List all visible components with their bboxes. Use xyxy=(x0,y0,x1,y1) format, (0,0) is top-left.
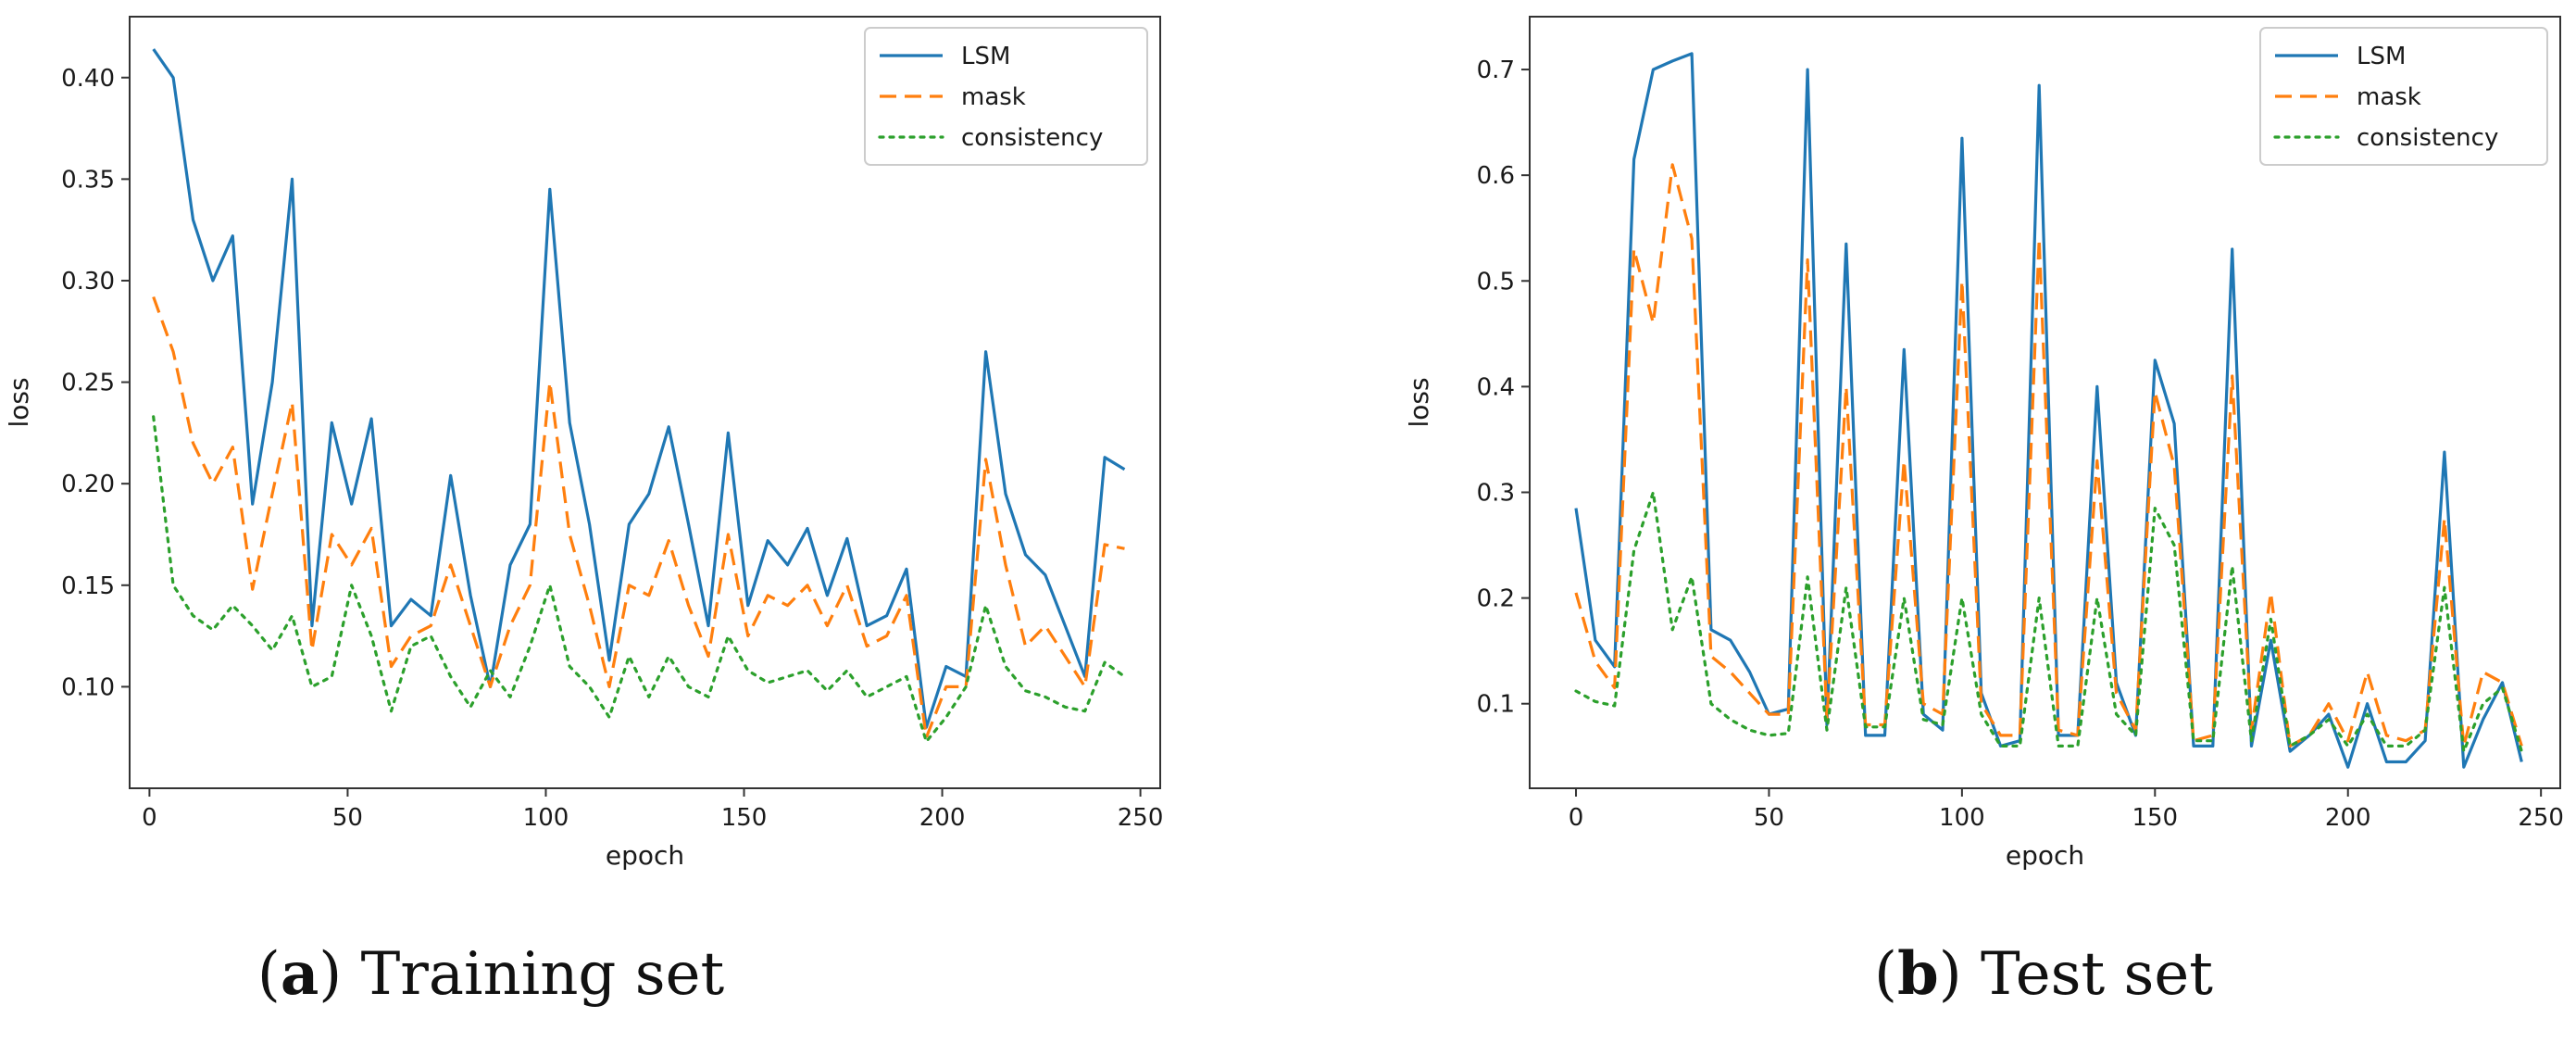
panel-a-y-tick-label: 0.35 xyxy=(61,166,115,194)
panel-b-legend-label-consistency: consistency xyxy=(2357,124,2498,152)
panel-b-y-tick-label: 0.5 xyxy=(1477,268,1515,295)
panel-b-y-tick-label: 0.3 xyxy=(1477,479,1515,507)
caption-test-letter: b xyxy=(1897,939,1939,1009)
panel-b-legend: LSM mask consistency xyxy=(2259,27,2548,166)
panel-b-x-tick-label: 0 xyxy=(1569,804,1584,832)
caption-training-set: (a) Training set xyxy=(257,939,725,1009)
panel-b-y-tick-label: 0.4 xyxy=(1477,373,1515,401)
panel-a-y-tick-label: 0.10 xyxy=(61,673,115,701)
panel-a-y-tick-label: 0.30 xyxy=(61,268,115,295)
panel-a-series-line-consistency xyxy=(152,415,1127,744)
panel-b-x-tick-label: 50 xyxy=(1754,804,1784,832)
caption-test-text: Test set xyxy=(1962,940,2214,1009)
panel-a-series-group xyxy=(152,48,1127,744)
panel-a-x-tick-label: 250 xyxy=(1118,804,1164,832)
panel-b-y-tick-label: 0.1 xyxy=(1477,691,1515,719)
panel-b-x-tick-label: 200 xyxy=(2325,804,2371,832)
panel-a-y-axis-title: loss xyxy=(4,377,34,427)
panel-a-y-tick-label: 0.40 xyxy=(61,65,115,93)
panel-a-x-tick-label: 0 xyxy=(142,804,157,832)
caption-training-letter: a xyxy=(281,939,319,1009)
panel-a-legend: LSM mask consistency xyxy=(864,27,1148,166)
panel-b-series-line-lsm xyxy=(1574,52,2523,769)
caption-test-set: (b) Test set xyxy=(1874,939,2213,1009)
panel-b-x-tick-label: 150 xyxy=(2132,804,2178,832)
panel-a-legend-label-lsm: LSM xyxy=(961,43,1010,70)
panel-a-y-tick-label: 0.25 xyxy=(61,370,115,397)
panel-a-legend-label-mask: mask xyxy=(961,83,1026,111)
panel-b-y-tick-label: 0.2 xyxy=(1477,585,1515,613)
training-set-chart: 0 50 100 150 200 250 0.10 0.15 0.20 0.25 0.30 0.35 0… xyxy=(4,16,1164,871)
panel-a-plot-frame xyxy=(129,16,1161,789)
panel-b-legend-box xyxy=(2259,27,2548,166)
test-set-chart: 0 50 100 150 200 250 0.1 0.2 0.3 0.4 0.5 0.6 0.7 epoc… xyxy=(1404,16,2564,871)
panel-a-series-line-mask xyxy=(152,295,1125,739)
panel-b-legend-label-lsm: LSM xyxy=(2357,43,2406,70)
panel-b-x-tick-label: 250 xyxy=(2518,804,2564,832)
panel-a-x-axis-title: epoch xyxy=(606,840,684,871)
panel-b-series-group xyxy=(1574,52,2523,769)
panel-a-legend-box xyxy=(864,27,1148,166)
panel-a-x-tick-label: 50 xyxy=(332,804,363,832)
panel-a-x-tick-label: 200 xyxy=(919,804,966,832)
panel-a-legend-label-consistency: consistency xyxy=(961,124,1103,152)
panel-b-series-line-consistency xyxy=(1574,490,2523,753)
panel-b-y-axis-title: loss xyxy=(1404,377,1434,427)
panel-a-y-tick-label: 0.20 xyxy=(61,471,115,498)
panel-b-y-tick-label: 0.7 xyxy=(1477,57,1515,84)
panel-b-y-tick-label: 0.6 xyxy=(1477,162,1515,190)
panel-b-legend-label-mask: mask xyxy=(2357,83,2421,111)
panel-a-series-line-lsm xyxy=(152,48,1126,729)
panel-a-y-tick-label: 0.15 xyxy=(61,572,115,600)
panel-b-x-tick-label: 100 xyxy=(1939,804,1985,832)
panel-b-series-line-mask xyxy=(1574,163,2523,748)
panel-b-plot-frame xyxy=(1529,16,2561,789)
caption-training-text: Training set xyxy=(342,940,724,1009)
panel-a-x-tick-label: 150 xyxy=(721,804,768,832)
panel-a-x-tick-label: 100 xyxy=(523,804,569,832)
panel-b-x-axis-title: epoch xyxy=(2006,840,2084,871)
